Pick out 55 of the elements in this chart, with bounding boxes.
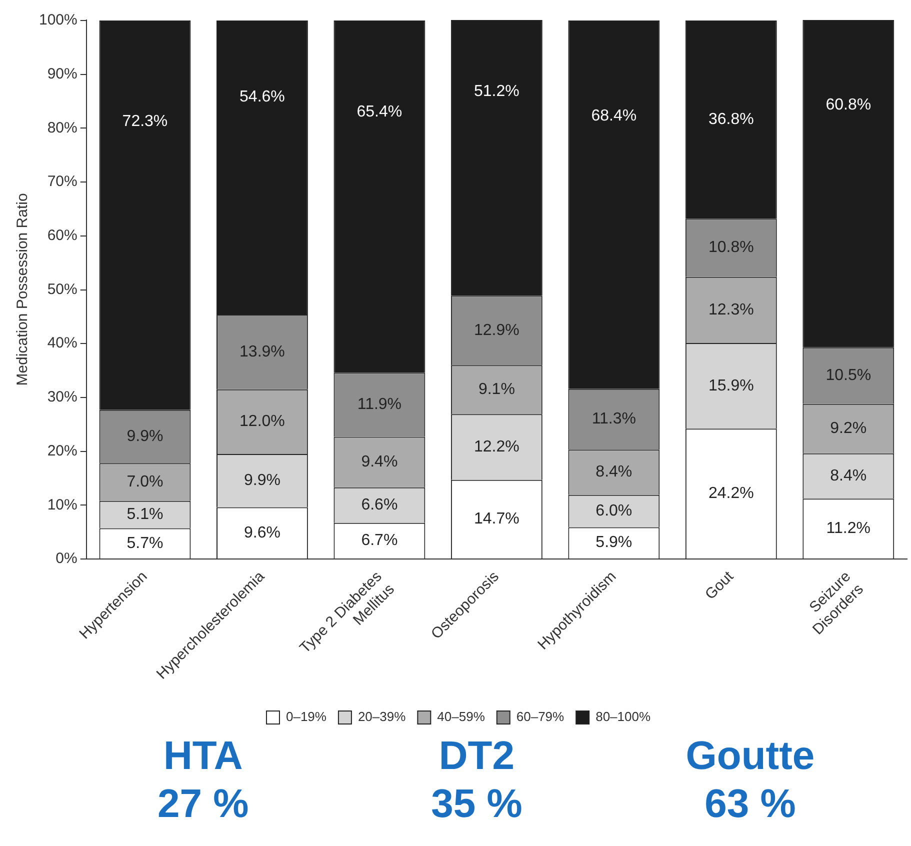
data-label: 9.9% — [244, 472, 280, 490]
legend-label: 0–19% — [286, 709, 327, 724]
data-label: 5.7% — [126, 534, 164, 552]
data-label: 12.2% — [474, 438, 520, 456]
data-label: 8.4% — [596, 464, 632, 481]
data-label: 7.0% — [126, 473, 164, 490]
data-label: 24.2% — [708, 484, 754, 502]
data-label: 72.3% — [122, 113, 168, 130]
legend-label: 20–39% — [358, 709, 406, 724]
data-label: 9.9% — [126, 428, 164, 445]
data-label: 5.1% — [126, 506, 164, 523]
y-tick-label: 20% — [47, 442, 78, 460]
data-label: 9.6% — [244, 524, 280, 542]
legend-label: 80–100% — [596, 709, 651, 724]
data-label: 9.1% — [478, 381, 515, 398]
data-label: 11.9% — [357, 396, 402, 414]
y-tick-label: 70% — [47, 173, 78, 190]
data-label: 5.9% — [596, 534, 632, 552]
text: Goutte 63 % — [686, 734, 815, 826]
y-tick-label: 10% — [47, 496, 78, 514]
text: DT2 35 % — [431, 734, 522, 826]
data-label: 6.7% — [361, 532, 398, 550]
data-label: 54.6% — [240, 88, 285, 106]
legend-label: 40–59% — [437, 709, 486, 724]
data-label: 10.5% — [826, 367, 872, 384]
y-tick-label: 90% — [47, 66, 78, 83]
legend-label: 60–79% — [516, 709, 565, 724]
data-label: 60.8% — [826, 96, 872, 114]
data-label: 9.2% — [830, 420, 867, 438]
y-tick-label: 100% — [38, 12, 78, 29]
y-tick-label: 50% — [47, 280, 78, 298]
data-label: 12.3% — [708, 301, 754, 318]
data-label: 14.7% — [474, 510, 520, 528]
data-label: 51.2% — [474, 83, 520, 100]
text: HTA 27 % — [158, 734, 249, 826]
y-tick-label: 0% — [56, 550, 78, 568]
data-label: 65.4% — [356, 104, 402, 120]
data-label: 9.4% — [361, 453, 398, 470]
data-label: 36.8% — [708, 111, 754, 128]
data-label: 11.2% — [826, 520, 870, 537]
data-label: 6.0% — [596, 502, 632, 520]
y-tick-label: 30% — [47, 388, 78, 406]
y-tick-label: 40% — [47, 334, 78, 352]
y-tick-label: 80% — [47, 119, 78, 136]
data-label: 6.6% — [361, 496, 398, 514]
data-label: 15.9% — [708, 377, 754, 394]
data-label: 12.9% — [474, 322, 520, 339]
data-label: 12.0% — [240, 413, 285, 430]
data-label: 11.3% — [592, 410, 636, 428]
data-label: 13.9% — [240, 343, 285, 360]
y-axis-title: Medication Possession Ratio — [14, 193, 32, 386]
y-tick-label: 60% — [47, 227, 78, 244]
data-label: 68.4% — [591, 108, 637, 125]
data-label: 10.8% — [708, 239, 754, 256]
data-label: 8.4% — [830, 467, 867, 484]
